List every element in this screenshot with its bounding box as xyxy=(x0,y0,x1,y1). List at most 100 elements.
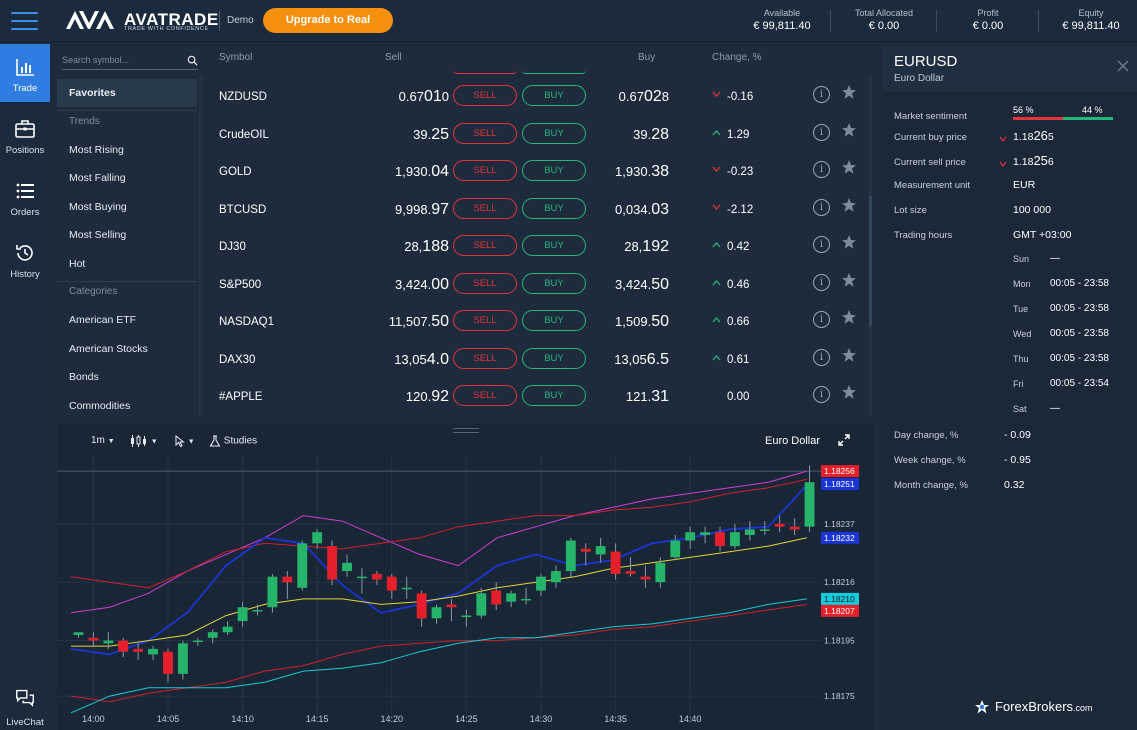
row-buy-price: 28,192 xyxy=(607,238,669,256)
price-part: 8 xyxy=(661,89,669,104)
sell-button[interactable]: SELL xyxy=(453,160,517,181)
close-icon[interactable] xyxy=(1117,60,1129,72)
candle-body xyxy=(655,562,666,583)
price-chart[interactable]: 14:00 14:05 14:10 14:15 14:20 14:25 14:30 14:35… xyxy=(57,454,873,730)
info-icon[interactable]: i xyxy=(813,386,830,403)
info-icon[interactable]: i xyxy=(813,348,830,366)
account-label: Profit xyxy=(977,8,999,18)
cursor-selector[interactable]: ▼ xyxy=(175,434,195,448)
info-icon[interactable]: i xyxy=(813,273,830,291)
price-part: 28, xyxy=(404,239,423,254)
search-input[interactable] xyxy=(62,52,182,68)
star-icon[interactable] xyxy=(841,234,857,250)
category-commodities[interactable]: Commodities xyxy=(69,400,131,412)
trend-most-falling[interactable]: Most Falling xyxy=(69,172,126,184)
row-change: -2.12 xyxy=(727,203,754,216)
info-icon[interactable]: i xyxy=(813,236,830,253)
row-buy-price: 39.28 xyxy=(607,126,669,144)
table-row[interactable]: S&P500 3,424.00 SELL BUY 3,424.50 0.46 i xyxy=(207,267,867,304)
trend-most-rising[interactable]: Most Rising xyxy=(69,144,124,156)
scrollbar[interactable] xyxy=(199,76,202,416)
buy-button[interactable]: BUY xyxy=(522,385,586,406)
category-panel: Favorites Trends Most Rising Most Fallin… xyxy=(57,46,205,418)
sell-button[interactable]: SELL xyxy=(453,272,517,294)
star-icon[interactable] xyxy=(841,159,857,175)
arrow-down-icon xyxy=(999,161,1007,167)
nav-history[interactable]: History xyxy=(0,230,50,288)
star-icon[interactable] xyxy=(841,309,857,325)
buy-button[interactable]: BUY xyxy=(522,160,586,181)
sell-button[interactable]: SELL xyxy=(453,235,517,256)
expand-icon[interactable] xyxy=(838,434,850,446)
info-icon[interactable]: i xyxy=(813,86,830,103)
indicator-line xyxy=(70,484,808,656)
candle-body xyxy=(446,604,457,608)
buy-button[interactable]: BUY xyxy=(522,122,586,144)
category-favorites[interactable]: Favorites xyxy=(69,87,116,99)
candle-body xyxy=(700,532,711,535)
livechat-button[interactable]: LiveChat xyxy=(0,678,50,730)
table-row[interactable]: NZDUSD 0.67010 SELL BUY 0.67028 -0.16 i xyxy=(207,79,867,116)
row-sell-price: 39.25 xyxy=(365,126,449,144)
buy-button[interactable]: BUY xyxy=(522,347,586,369)
sell-button[interactable]: SELL xyxy=(453,385,517,406)
arrow-down-icon xyxy=(712,91,721,97)
search-icon[interactable] xyxy=(187,55,198,66)
price-pips: 188 xyxy=(422,238,449,255)
star-icon[interactable] xyxy=(841,197,857,213)
category-american-etf[interactable]: American ETF xyxy=(69,314,137,326)
table-row[interactable]: CrudeOIL 39.25 SELL BUY 39.28 1.29 i xyxy=(207,117,867,154)
scrollbar[interactable] xyxy=(869,76,872,416)
interval-selector[interactable]: 1m ▼ xyxy=(91,435,115,446)
upgrade-button[interactable]: Upgrade to Real xyxy=(263,8,393,33)
star-icon[interactable] xyxy=(841,122,857,138)
sell-button[interactable]: SELL xyxy=(453,310,517,331)
resize-handle[interactable] xyxy=(453,428,479,433)
buy-button[interactable]: BUY xyxy=(522,235,586,256)
unit-label: Measurement unit xyxy=(894,180,971,191)
category-bonds[interactable]: Bonds xyxy=(69,371,99,383)
table-row[interactable]: DAX30 13,054.0 SELL BUY 13,056.5 0.61 i xyxy=(207,342,867,379)
candle-body xyxy=(491,590,502,605)
table-row[interactable]: NASDAQ1 11,507.50 SELL BUY 1,509.50 0.66 i xyxy=(207,304,867,341)
sell-button[interactable]: SELL xyxy=(453,197,517,219)
star-icon[interactable] xyxy=(841,384,857,400)
category-american-stocks[interactable]: American Stocks xyxy=(69,343,148,355)
trend-hot[interactable]: Hot xyxy=(69,258,86,270)
column-buy: Buy xyxy=(638,52,656,63)
star-icon[interactable] xyxy=(841,272,857,288)
nav-orders[interactable]: Orders xyxy=(0,168,50,226)
indicator-line xyxy=(70,598,808,714)
x-tick-label: 14:40 xyxy=(679,714,702,724)
nav-label: History xyxy=(10,269,40,280)
trend-most-buying[interactable]: Most Buying xyxy=(69,201,127,213)
info-icon[interactable]: i xyxy=(813,123,830,141)
nav-trade[interactable]: Trade xyxy=(0,44,50,102)
info-icon[interactable]: i xyxy=(813,198,830,216)
info-icon[interactable]: i xyxy=(813,161,830,178)
star-icon[interactable] xyxy=(841,84,857,100)
studies-button[interactable]: Studies xyxy=(209,435,257,447)
row-symbol: NZDUSD xyxy=(219,91,267,103)
scrollbar-thumb[interactable] xyxy=(869,196,872,326)
sell-button[interactable]: SELL xyxy=(453,347,517,369)
table-row[interactable]: BTCUSD 9,998.97 SELL BUY 0,034.03 -2.12 i xyxy=(207,192,867,229)
row-sell-price: 120.92 xyxy=(365,388,449,406)
buy-button[interactable]: BUY xyxy=(522,197,586,219)
sell-button[interactable]: SELL xyxy=(453,122,517,144)
table-row[interactable]: #APPLE 120.92 SELL BUY 121.31 0.00 i xyxy=(207,379,867,416)
history-icon xyxy=(16,245,33,261)
sell-button[interactable]: SELL xyxy=(453,85,517,106)
buy-button[interactable]: BUY xyxy=(522,85,586,106)
star-icon[interactable] xyxy=(841,347,857,363)
nav-positions[interactable]: Positions xyxy=(0,106,50,164)
buy-button[interactable]: BUY xyxy=(522,272,586,294)
menu-icon[interactable] xyxy=(11,12,38,30)
table-row[interactable]: GOLD 1,930.04 SELL BUY 1,930.38 -0.23 i xyxy=(207,154,867,191)
trend-most-selling[interactable]: Most Selling xyxy=(69,229,127,241)
account-label: Available xyxy=(763,8,801,18)
table-row[interactable]: DJ30 28,188 SELL BUY 28,192 0.42 i xyxy=(207,229,867,266)
buy-button[interactable]: BUY xyxy=(522,310,586,331)
info-icon[interactable]: i xyxy=(813,311,830,328)
chart-type-selector[interactable]: ▼ xyxy=(130,435,158,447)
